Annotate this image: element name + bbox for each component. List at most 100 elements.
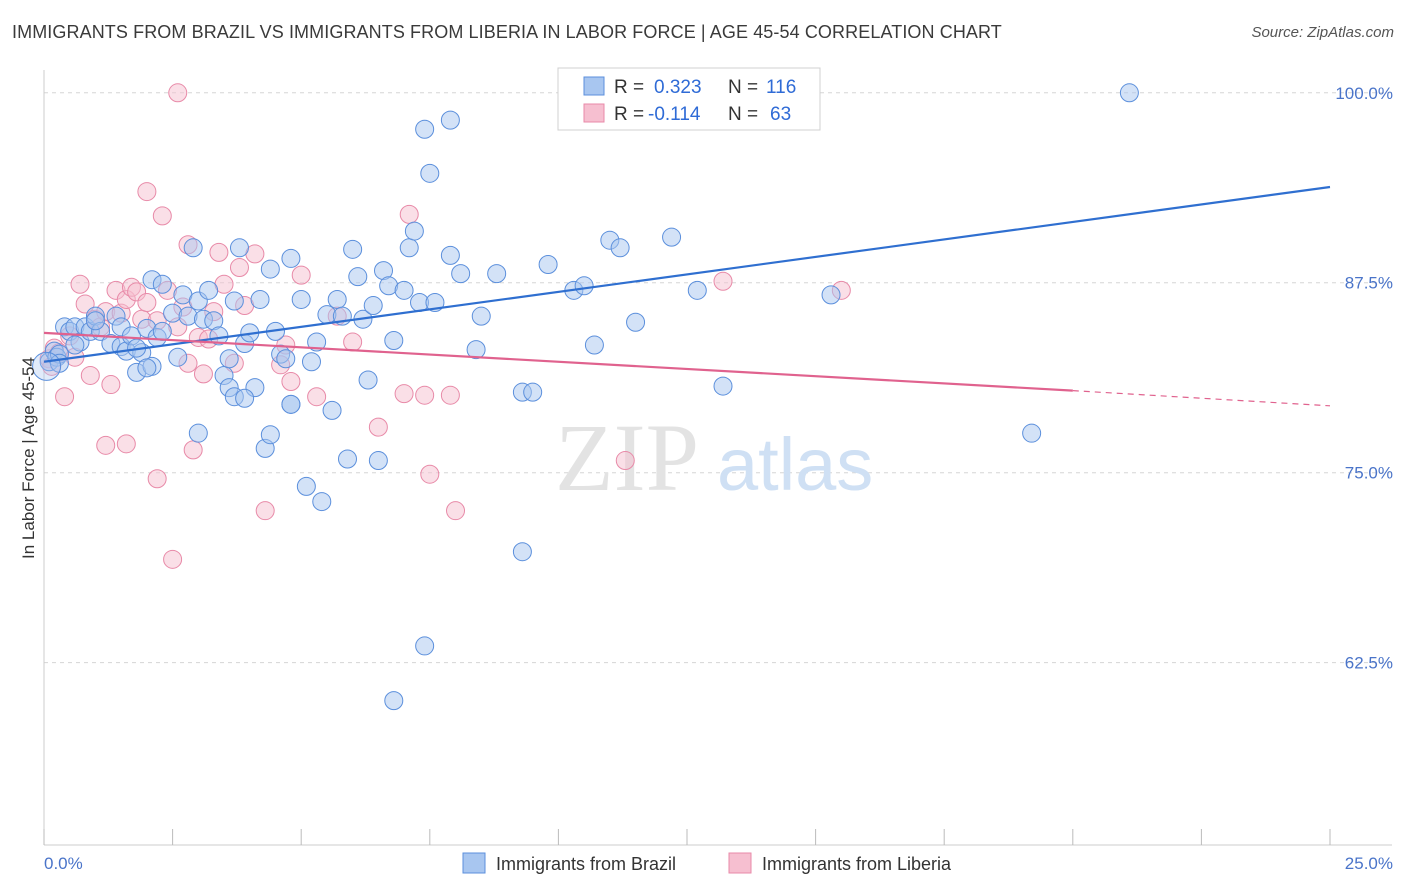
y-tick-label: 75.0% [1345,464,1393,483]
trend-layer [43,185,1331,407]
brazil-point [1022,423,1042,443]
y-tick-label: 100.0% [1335,84,1393,103]
series-legend: Immigrants from Brazil Immigrants from L… [462,852,952,874]
brazil-point [183,238,203,258]
brazil-point [451,264,471,284]
y-axis-title: In Labor Force | Age 45-54 [19,357,38,559]
brazil-point [219,349,239,369]
brazil-point [1119,83,1139,103]
liberia-point [713,271,733,291]
ticks-layer: 62.5% 75.0% 87.5% 100.0% [1335,84,1393,673]
watermark-atlas: atlas [717,423,873,506]
brazil-point [384,330,404,350]
brazil-point [32,351,62,381]
y-tick-label: 87.5% [1345,274,1393,293]
brazil-point [404,221,424,241]
brazil-point [415,636,435,656]
brazil-point [296,476,316,496]
chart-title: IMMIGRANTS FROM BRAZIL VS IMMIGRANTS FRO… [12,22,1002,42]
legend-n-value-liberia: 63 [770,104,791,125]
brazil-point [168,347,188,367]
liberia-point [152,206,172,226]
brazil-point [466,340,486,360]
liberia-point [137,182,157,202]
brazil-point [250,289,270,309]
liberia-trend-line [43,331,1073,392]
grid-layer [44,92,1392,664]
liberia-point [183,440,203,460]
liberia-point [147,469,167,489]
legend-swatch-brazil [583,76,605,96]
brazil-point [322,400,342,420]
legend-r-value-brazil: 0.323 [654,77,702,98]
brazil-point [487,264,507,284]
brazil-point [152,321,172,341]
brazil-point [415,119,435,139]
liberia-trend-extension [1072,390,1331,407]
brazil-point [512,542,532,562]
liberia-point [96,435,116,455]
brazil-point [584,335,604,355]
brazil-point [188,423,208,443]
brazil-point [626,312,646,332]
liberia-point [394,384,414,404]
brazil-point [348,267,368,287]
source-label: Source: ZipAtlas.com [1251,24,1394,41]
brazil-point [65,335,85,355]
brazil-point [281,248,301,268]
brazil-point [363,296,383,316]
brazil-points [32,83,1139,711]
brazil-point [199,280,219,300]
liberia-point [415,385,435,405]
brazil-point [368,451,388,471]
brazil-point [399,238,419,258]
brazil-point [662,227,682,247]
brazil-point [538,255,558,275]
brazil-trend-line [43,185,1331,363]
axes-layer [43,70,1392,846]
brazil-point [358,370,378,390]
legend-n-value-brazil: 116 [766,77,796,98]
brazil-point [301,352,321,372]
liberia-point [291,265,311,285]
liberia-point [101,375,121,395]
bottom-legend-label-liberia: Immigrants from Liberia [762,854,952,874]
liberia-point [368,417,388,437]
legend-r-value-liberia: -0.114 [648,104,701,125]
brazil-point [312,492,332,512]
liberia-point [307,387,327,407]
brazil-point [610,238,630,258]
liberia-point [55,387,75,407]
brazil-point [260,425,280,445]
x-tick-label-min: 0.0% [44,854,83,873]
bottom-legend-swatch-liberia [728,852,752,874]
liberia-point [615,451,635,471]
liberia-point [193,364,213,384]
liberia-point [163,549,183,569]
brazil-point [343,239,363,259]
liberia-point [75,294,95,314]
brazil-point [307,332,327,352]
legend-swatch-liberia [583,103,605,123]
brazil-point [687,280,707,300]
liberia-point [255,501,275,521]
brazil-point [229,238,249,258]
bottom-legend-label-brazil: Immigrants from Brazil [496,854,676,874]
brazil-point [235,388,255,408]
legend-r-label-brazil: R = [614,77,644,98]
liberia-point [209,242,229,262]
legend-n-label-brazil: N = [728,77,758,98]
bottom-legend-swatch-brazil [462,852,486,874]
liberia-point [281,372,301,392]
brazil-point [440,245,460,265]
liberia-point [137,293,157,312]
watermark: ZIP atlas [555,404,873,511]
stats-legend: R = 0.323 N = 116 R = -0.114 N = 63 [557,67,821,131]
liberia-point [229,258,249,278]
liberia-point [70,274,90,294]
liberia-point [116,434,136,454]
brazil-point [327,289,347,309]
brazil-point [713,376,733,396]
legend-n-label-liberia: N = [728,104,758,125]
